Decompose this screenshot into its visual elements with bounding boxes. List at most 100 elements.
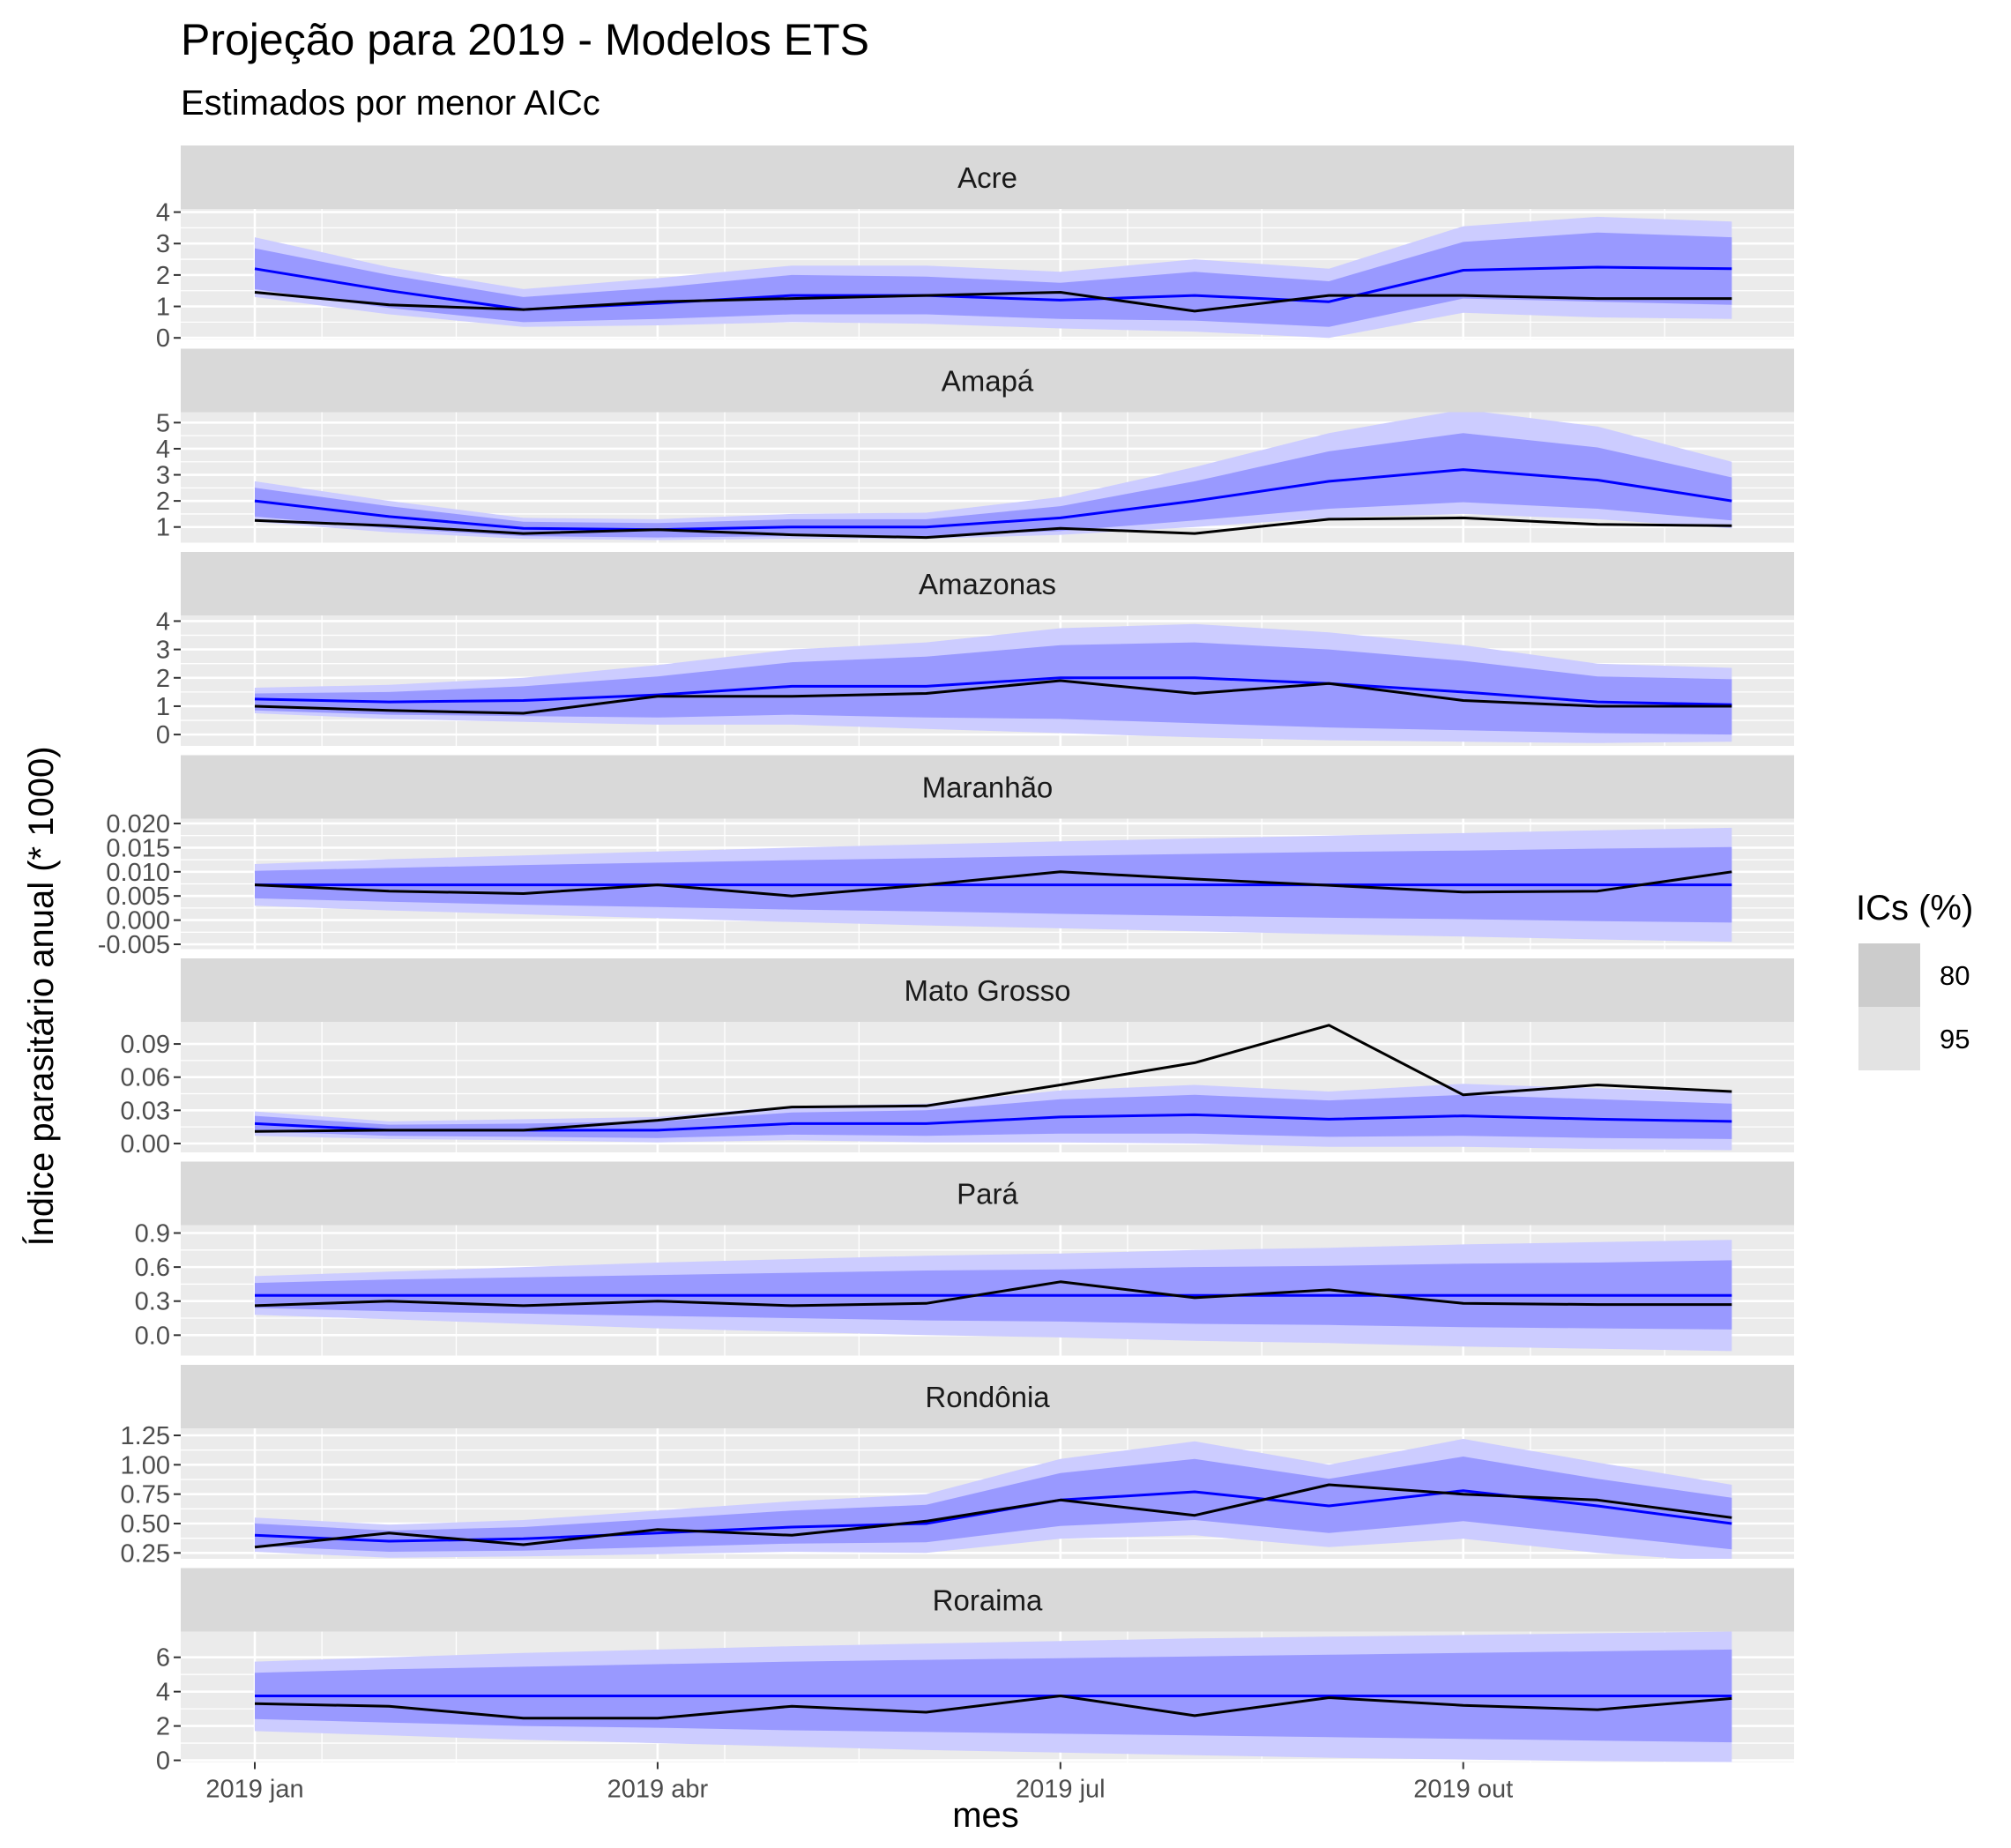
y-tick-label: 4 (156, 1679, 170, 1707)
facet-strip-label: Rondônia (925, 1381, 1050, 1413)
legend-key-95 (1858, 1007, 1920, 1070)
y-tick-label: 3 (156, 462, 170, 490)
x-axis: 2019 jan 2019 abr 2019 jul 2019 out (205, 1762, 1513, 1804)
legend-title: ICs (%) (1856, 889, 1973, 928)
facet-roraima: Roraima 0 2 4 6 (156, 1568, 1794, 1776)
y-tick-label: 0.25 (121, 1539, 170, 1568)
y-tick-label: 0.005 (106, 883, 170, 911)
facet-strip (181, 755, 1794, 819)
y-tick-label: 3 (156, 230, 170, 258)
chart-title: Projeção para 2019 - Modelos ETS (181, 15, 869, 64)
y-tick-label: 0.50 (121, 1510, 170, 1539)
y-tick-label: 1.00 (121, 1451, 170, 1479)
legend-label-80: 80 (1940, 960, 1970, 991)
y-tick-label: 3 (156, 637, 170, 665)
y-tick-label: 0.3 (135, 1288, 170, 1316)
observed-line (254, 1280, 1732, 1308)
y-tick-label: 0 (156, 721, 170, 749)
y-tick-label: 0.000 (106, 907, 170, 935)
ci-95-band (255, 412, 1732, 540)
y-tick-label: 4 (156, 199, 170, 227)
y-tick-label: 1 (156, 693, 170, 721)
ci-80-band (255, 642, 1732, 735)
y-tick-label: 0 (156, 1747, 170, 1776)
y-tick-label: 0.09 (121, 1031, 170, 1059)
y-tick-label: 1 (156, 514, 170, 542)
facet-strip (181, 552, 1794, 615)
y-tick-label: -0.005 (98, 931, 170, 959)
y-tick-label: 2 (156, 488, 170, 516)
y-tick-label: 4 (156, 436, 170, 464)
facet-strip-label: Amapá (942, 365, 1034, 398)
observed-line (254, 516, 1732, 540)
x-axis-title: mes (952, 1796, 1019, 1835)
x-tick-label: 2019 out (1413, 1776, 1513, 1804)
panel-plot (254, 1240, 1732, 1352)
y-tick-label: 0.03 (121, 1097, 170, 1125)
observed-line (254, 1024, 1732, 1133)
facet-strip-label: Amazonas (919, 568, 1056, 600)
ci-80-band (255, 433, 1732, 538)
y-tick-label: 0.06 (121, 1064, 170, 1092)
forecast-line (254, 468, 1732, 532)
y-axis-title: Índice parasitário anual (* 1000) (21, 746, 61, 1246)
panel-plot (254, 827, 1732, 943)
y-tick-label: 0.6 (135, 1254, 170, 1282)
legend: ICs (%) 80 95 (1856, 889, 1973, 1070)
y-tick-label: 2 (156, 665, 170, 693)
y-tick-label: 0.010 (106, 859, 170, 887)
panel-plot (254, 623, 1732, 743)
facet-strip-label: Roraima (933, 1584, 1043, 1617)
forecast-line (254, 676, 1732, 706)
observed-line (254, 679, 1732, 715)
panel-plot (254, 1439, 1732, 1559)
y-tick-label: 0.00 (121, 1130, 170, 1159)
panel-plot (254, 1631, 1732, 1762)
forecast-line (254, 265, 1732, 311)
observed-line (254, 1483, 1732, 1549)
facet-strip (181, 348, 1794, 413)
y-tick-label: 0.0 (135, 1322, 170, 1350)
ci-80-band (255, 1457, 1732, 1552)
facet-strip (181, 1568, 1794, 1632)
facet-acre: Acre 01 2 3 4 (156, 145, 1794, 353)
x-tick-label: 2019 jul (1016, 1776, 1106, 1804)
chart-subtitle: Estimados por menor AICc (181, 84, 600, 123)
facet-para: Pará 0.0 0.3 0.6 0.9 (135, 1161, 1794, 1356)
ci-80-band (255, 1094, 1732, 1139)
y-tick-label: 0.015 (106, 834, 170, 862)
y-tick-label: 2 (156, 1713, 170, 1741)
y-tick-label: 0 (156, 324, 170, 353)
facet-panels: Acre01234Amapá12345Amazonas01234Maranhão… (98, 145, 1794, 1776)
x-tick-label: 2019 abr (607, 1776, 709, 1804)
facet-strip (181, 1161, 1794, 1226)
y-tick-label: 0.020 (106, 810, 170, 838)
panel-plot (254, 216, 1732, 339)
y-tick-label: 1 (156, 294, 170, 322)
y-tick-label: 4 (156, 607, 170, 636)
x-tick-label: 2019 jan (205, 1776, 303, 1804)
facet-strip (181, 958, 1794, 1022)
y-tick-label: 0.75 (121, 1481, 170, 1509)
observed-line (254, 1695, 1732, 1720)
panel-plot (254, 412, 1732, 540)
observed-line (254, 291, 1732, 313)
facet-rondonia: Rondônia 0.250.500.751.001.25 (121, 1365, 1794, 1568)
y-tick-label: 6 (156, 1644, 170, 1673)
facet-strip (181, 145, 1794, 209)
y-tick-label: 2 (156, 262, 170, 290)
facet-mato-grosso: Mato Grosso 0.00 0.03 0.06 0.09 (121, 958, 1794, 1159)
facet-strip-label: Pará (957, 1178, 1018, 1211)
facet-strip-label: Acre (957, 161, 1017, 194)
legend-key-80 (1858, 943, 1920, 1007)
observed-line (254, 870, 1732, 898)
facet-strip-label: Maranhão (922, 771, 1054, 804)
y-tick-label: 0.9 (135, 1220, 170, 1248)
y-tick-label: 1.25 (121, 1422, 170, 1450)
panel-plot (254, 1024, 1732, 1151)
facet-strip-label: Mato Grosso (905, 974, 1071, 1007)
